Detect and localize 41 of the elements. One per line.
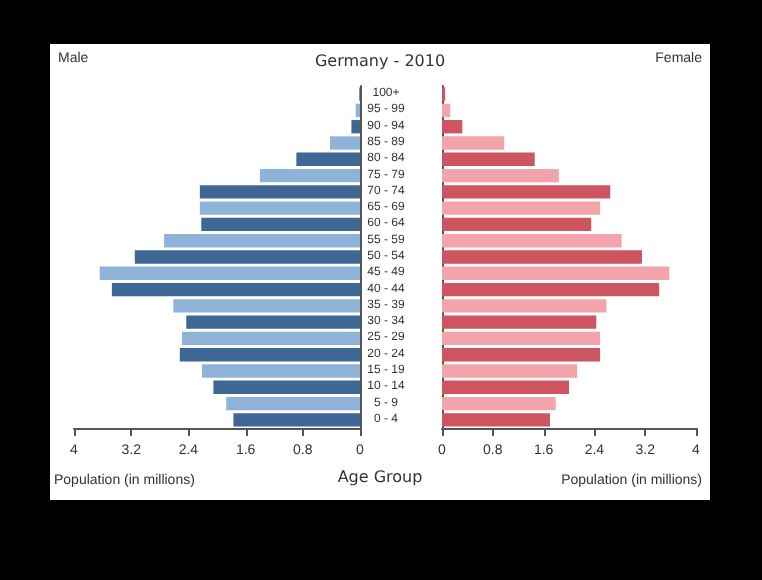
bar [442, 299, 607, 313]
bar [442, 331, 601, 346]
bar [442, 152, 535, 166]
bar [134, 250, 360, 264]
bar [442, 217, 592, 232]
bar [181, 331, 360, 346]
bar [173, 299, 360, 313]
bar [201, 217, 360, 232]
bar [213, 380, 360, 394]
bar [199, 185, 360, 199]
bar [442, 103, 451, 118]
bar [111, 282, 360, 297]
bar [201, 364, 360, 378]
bar [442, 282, 660, 297]
bar [442, 266, 670, 280]
bar [442, 250, 643, 264]
bar [442, 201, 601, 215]
bar [164, 234, 360, 248]
bar [233, 413, 360, 427]
bar [442, 136, 505, 150]
bar [442, 168, 559, 183]
bar [329, 136, 360, 150]
text: Germany - 2010 [314, 52, 446, 70]
bar [442, 380, 569, 394]
y-axis-title: Age Group [337, 468, 423, 486]
bar [442, 234, 622, 248]
bar [442, 185, 611, 199]
bar [442, 413, 550, 427]
bar [296, 152, 360, 166]
bar [99, 266, 360, 280]
bar [186, 315, 360, 329]
bar [442, 364, 578, 378]
bar [259, 168, 360, 183]
bar [199, 201, 360, 215]
bar [351, 120, 360, 134]
bar [442, 396, 556, 411]
bar [226, 396, 360, 411]
bar [442, 120, 463, 134]
bar [442, 348, 601, 362]
bar [442, 315, 597, 329]
bar [179, 348, 360, 362]
